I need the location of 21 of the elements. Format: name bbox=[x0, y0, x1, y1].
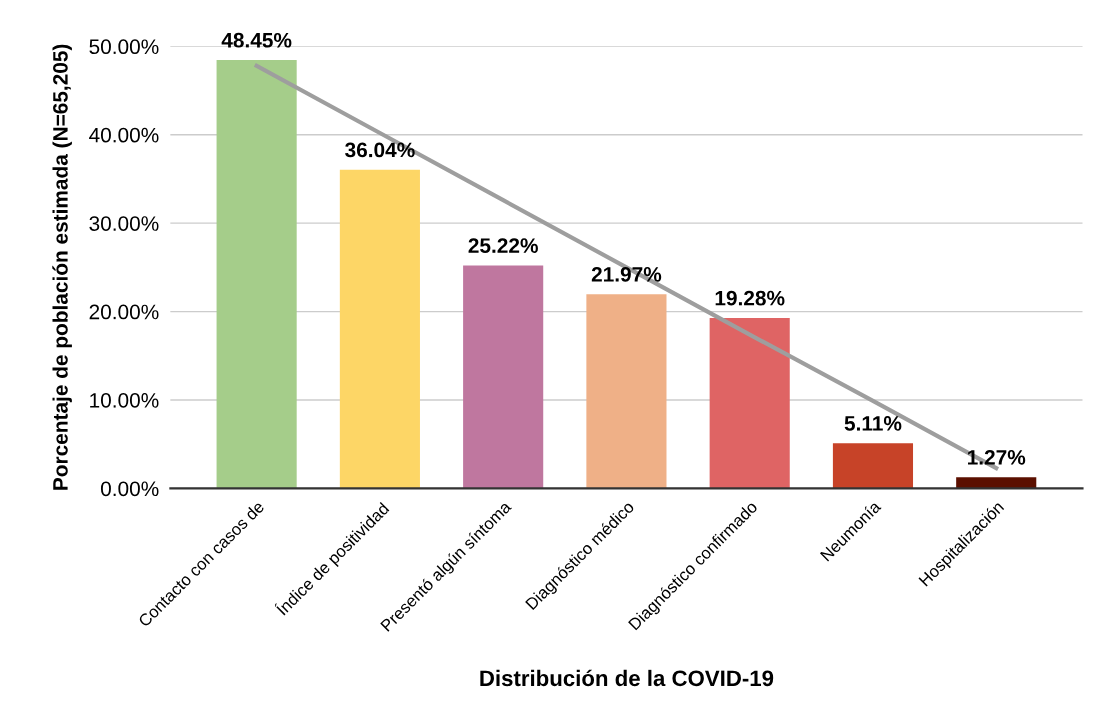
bar bbox=[709, 317, 790, 489]
x-axis-title: Distribución de la COVID-19 bbox=[480, 669, 774, 687]
y-tick-label: 10.00% bbox=[90, 392, 159, 408]
bar bbox=[339, 169, 420, 489]
y-axis-title: Porcentaje de población estimada (N=65,205) bbox=[52, 44, 72, 490]
y-tick-label: 40.00% bbox=[89, 127, 159, 143]
y-tick-label: 20.00% bbox=[89, 304, 159, 320]
data-label: 5.11% bbox=[844, 416, 902, 431]
data-label: 48.45% bbox=[221, 32, 292, 48]
data-label: 25.22% bbox=[468, 238, 538, 253]
y-tick-label: 0.00% bbox=[100, 481, 159, 497]
data-label: 21.97% bbox=[591, 266, 662, 282]
bar bbox=[463, 265, 544, 489]
bar bbox=[586, 294, 667, 489]
data-label: 36.04% bbox=[345, 142, 415, 158]
data-label: 19.28% bbox=[715, 290, 785, 306]
bar bbox=[216, 60, 297, 489]
bar bbox=[832, 443, 914, 489]
y-tick-label: 30.00% bbox=[89, 216, 159, 231]
y-tick-label: 50.00% bbox=[89, 39, 159, 55]
data-label: 1.27% bbox=[968, 449, 1026, 465]
